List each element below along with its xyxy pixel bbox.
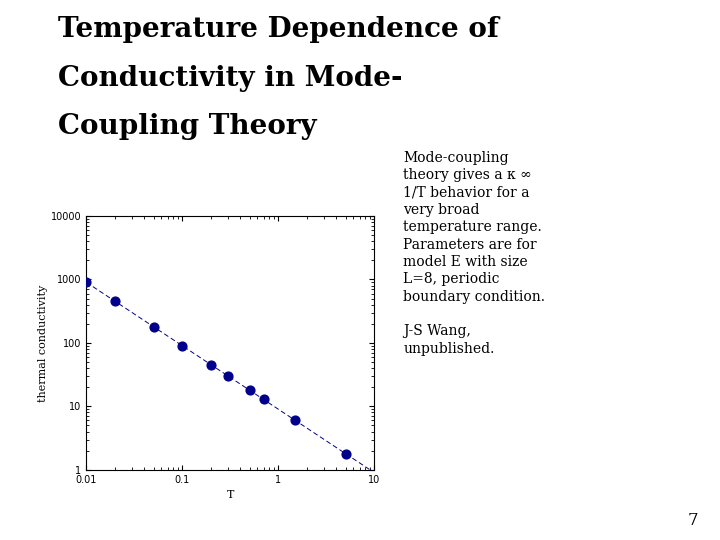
Point [176,341,188,350]
Text: 7: 7 [688,512,698,529]
Point [340,449,351,458]
Point [289,416,301,425]
Text: Conductivity in Mode-: Conductivity in Mode- [58,65,402,92]
Point [205,361,217,369]
Point [258,395,269,404]
Point [109,297,121,306]
X-axis label: T: T [227,490,234,500]
Text: Coupling Theory: Coupling Theory [58,113,316,140]
Y-axis label: thermal conductivity: thermal conductivity [38,284,48,402]
Point [222,372,234,380]
Point [244,386,256,395]
Point [81,278,92,287]
Text: Mode-coupling
theory gives a κ ∞
1/T behavior for a
very broad
temperature range: Mode-coupling theory gives a κ ∞ 1/T beh… [403,151,545,355]
Text: Temperature Dependence of: Temperature Dependence of [58,16,498,43]
Point [148,322,159,331]
